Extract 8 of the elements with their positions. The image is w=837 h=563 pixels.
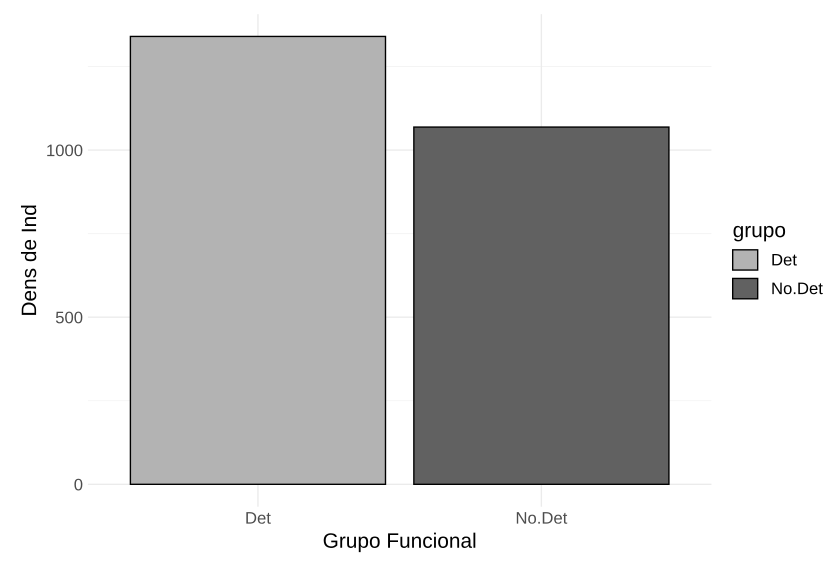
y-tick-label: 0 bbox=[74, 478, 82, 491]
legend-label: Det bbox=[772, 254, 797, 266]
legend-title: grupo bbox=[734, 226, 786, 242]
y-axis-title: Dens de Ind bbox=[20, 206, 36, 315]
y-tick-label: 1000 bbox=[47, 144, 82, 156]
y-tick-label: 500 bbox=[56, 312, 82, 324]
legend-label: No.Det bbox=[772, 282, 823, 294]
x-axis-title: Grupo Funcional bbox=[324, 532, 476, 552]
